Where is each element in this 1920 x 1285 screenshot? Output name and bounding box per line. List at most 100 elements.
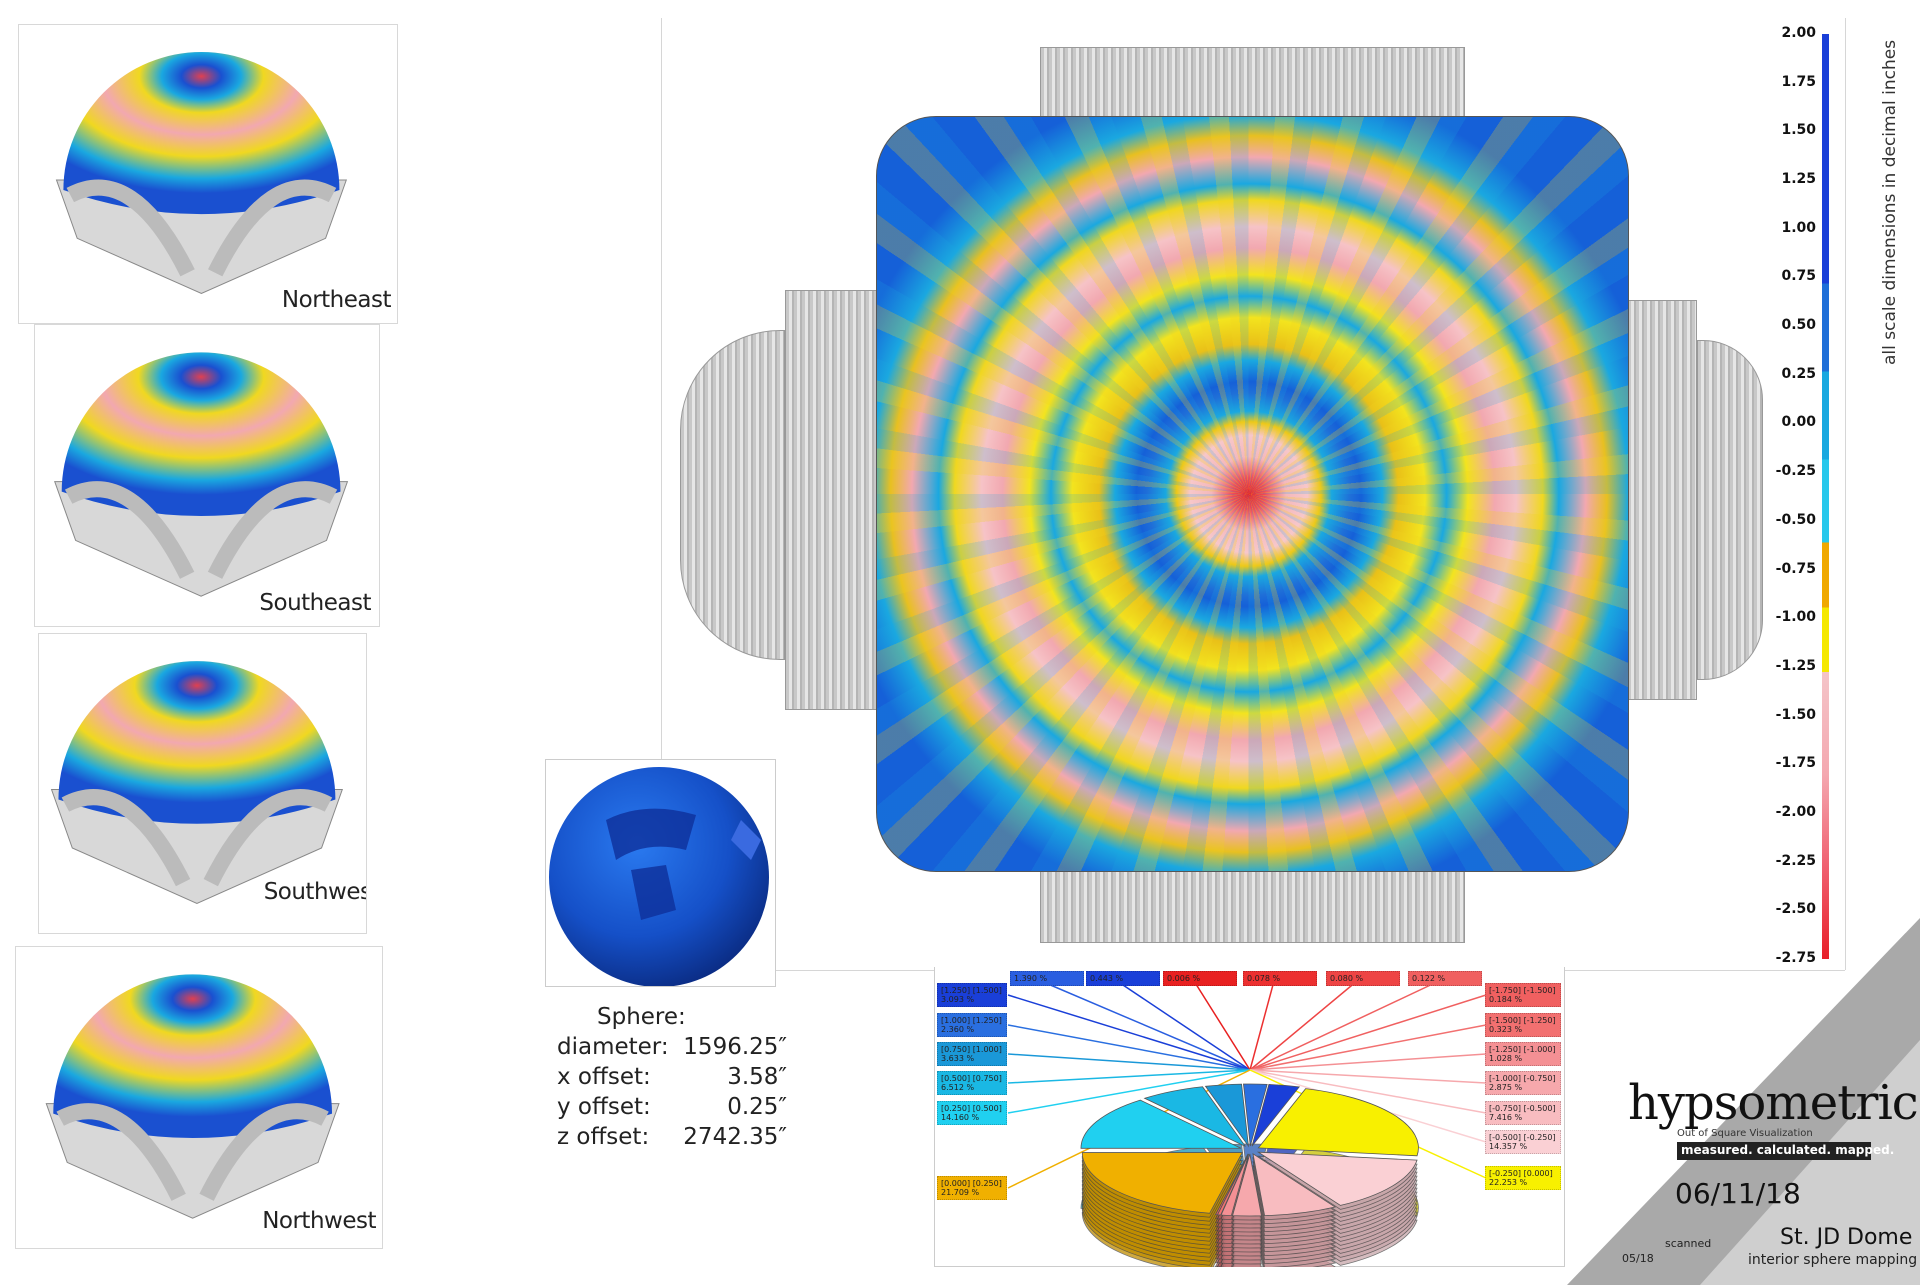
slice-range: [0.500] [0.750]: [941, 1074, 1002, 1083]
pie-slice: [1242, 1083, 1268, 1147]
pie-slice-label: [0.750] [1.000] 3.633 %: [937, 1042, 1007, 1066]
slice-range: [1.000] [1.250]: [941, 1016, 1002, 1025]
structure-right-arch: [1697, 340, 1763, 680]
frame-divider: [661, 18, 662, 760]
leader-line: [1007, 1069, 1251, 1084]
leader-line: [1249, 980, 1275, 1071]
slice-percent: 0.443 %: [1090, 974, 1124, 983]
legend-tick-label: -2.75: [1775, 950, 1816, 966]
slice-percent: 6.512 %: [941, 1083, 975, 1092]
pie-slice-label: 0.443 %: [1086, 971, 1160, 986]
pie-slice-label: [1.000] [1.250] 2.360 %: [937, 1013, 1007, 1037]
slice-range: [-1.250] [-1.000]: [1489, 1045, 1556, 1054]
brand-tagline: measured. calculated. mapped.: [1677, 1142, 1894, 1160]
pie-slice-label: [-1.750] [-1.500] 0.184 %: [1485, 983, 1561, 1007]
sphere-row: diameter: 1596.25″: [557, 1032, 787, 1062]
legend-tick-label: 1.00: [1781, 219, 1816, 236]
pie-slice: [1080, 1099, 1242, 1149]
pie-slice-label: 0.122 %: [1408, 971, 1482, 986]
leader-line: [1249, 980, 1358, 1071]
legend-units-note: all scale dimensions in decimal inches: [1880, 39, 1900, 365]
pie-slice: [1252, 1152, 1337, 1217]
structure-left: [785, 290, 878, 710]
leader-line: [1007, 1069, 1251, 1114]
sphere-row-label: z offset:: [557, 1124, 650, 1150]
view-label: Southeast: [259, 590, 371, 616]
pie-slice: [1257, 1088, 1419, 1157]
sphere-row-label: x offset:: [557, 1064, 651, 1090]
dome-view-southeast: Southeast: [34, 324, 380, 627]
pie-slice-label: 1.390 %: [1010, 971, 1084, 986]
project-description: interior sphere mapping: [1748, 1252, 1918, 1268]
legend-tick-label: 0.50: [1781, 317, 1816, 334]
pie-slice-label: [1.250] [1.500] 3.093 %: [937, 983, 1007, 1007]
legend-tick-label: -1.50: [1775, 706, 1816, 723]
leader-line: [1249, 1069, 1487, 1114]
slice-range: [-0.750] [-0.500]: [1489, 1104, 1556, 1113]
legend-tick-label: -1.75: [1775, 755, 1816, 772]
structure-bottom: [1040, 870, 1465, 943]
legend-tick-label: 0.25: [1781, 365, 1816, 382]
legend-tick-label: -1.25: [1775, 657, 1816, 674]
distribution-pie-chart: [934, 967, 1565, 1267]
pie-slice: [1256, 1151, 1418, 1206]
leader-line: [1249, 980, 1440, 1071]
slice-range: [-1.000] [-0.750]: [1489, 1074, 1556, 1083]
leader-line: [1249, 1024, 1487, 1071]
sphere-row-value: 2742.35″: [683, 1124, 787, 1150]
legend-tick-label: -0.75: [1775, 560, 1816, 577]
pie-slice-label: [-0.500] [-0.250] 14.357 %: [1485, 1130, 1561, 1154]
slice-percent: 3.633 %: [941, 1054, 975, 1063]
view-label: Southwest: [263, 879, 366, 905]
leader-line: [1040, 980, 1251, 1071]
scanned-date: 05/18: [1622, 1252, 1654, 1265]
pie-slice: [1251, 1084, 1301, 1147]
slice-range: [1.250] [1.500]: [941, 986, 1002, 995]
project-name: St. JD Dome: [1780, 1225, 1913, 1250]
slice-percent: 2.875 %: [1489, 1083, 1523, 1092]
leader-line: [1007, 1024, 1251, 1071]
frame-divider: [1845, 18, 1846, 970]
leader-line: [1193, 980, 1251, 1071]
slice-range: [-0.500] [-0.250]: [1489, 1133, 1556, 1142]
leader-line: [1249, 994, 1487, 1071]
slice-percent: 7.416 %: [1489, 1113, 1523, 1122]
hypsometric-dome-map: [876, 116, 1629, 872]
slice-range: [-1.750] [-1.500]: [1489, 986, 1556, 995]
dome-icon: [45, 974, 340, 1219]
sphere-icon: [549, 767, 769, 987]
legend-tick-label: 0.00: [1781, 414, 1816, 431]
pie-slice-label: [-0.250] [0.000] 22.253 %: [1485, 1166, 1561, 1190]
pie-slice-label: 0.006 %: [1163, 971, 1237, 986]
structure-left-arch: [680, 330, 785, 660]
color-scale-bar: [1822, 34, 1829, 959]
legend-tick-label: -0.25: [1775, 463, 1816, 480]
slice-percent: 14.160 %: [941, 1113, 980, 1122]
dome-icon: [55, 52, 348, 295]
leader-line: [1007, 994, 1251, 1071]
legend-tick-label: 2.00: [1781, 25, 1816, 41]
dome-icon: [50, 661, 344, 904]
slice-percent: 2.360 %: [941, 1025, 975, 1034]
slice-percent: 0.122 %: [1412, 974, 1446, 983]
leader-line: [1249, 1053, 1487, 1071]
structure-top: [1040, 47, 1465, 119]
slice-percent: 1.390 %: [1014, 974, 1048, 983]
legend-tick-label: -0.50: [1775, 511, 1816, 528]
slice-range: [0.000] [0.250]: [941, 1179, 1002, 1188]
dome-icon: [54, 352, 349, 597]
leader-line: [1007, 1053, 1251, 1071]
legend-tick-label: 1.25: [1781, 171, 1816, 188]
legend-tick-label: -2.50: [1775, 901, 1816, 918]
legend-tick-label: -1.00: [1775, 609, 1816, 626]
sphere-preview: [545, 759, 776, 987]
sphere-heading: Sphere:: [597, 1004, 686, 1030]
brand-subtitle: Out of Square Visualization: [1677, 1128, 1813, 1139]
legend-tick-label: 0.75: [1781, 268, 1816, 285]
sphere-row-value: 1596.25″: [683, 1034, 787, 1060]
slice-percent: 21.709 %: [941, 1188, 980, 1197]
dome-view-northeast: Northeast: [18, 24, 398, 324]
pie-slice-label: [-1.000] [-0.750] 2.875 %: [1485, 1071, 1561, 1095]
legend-tick-label: -2.00: [1775, 803, 1816, 820]
leader-line: [1116, 980, 1251, 1071]
